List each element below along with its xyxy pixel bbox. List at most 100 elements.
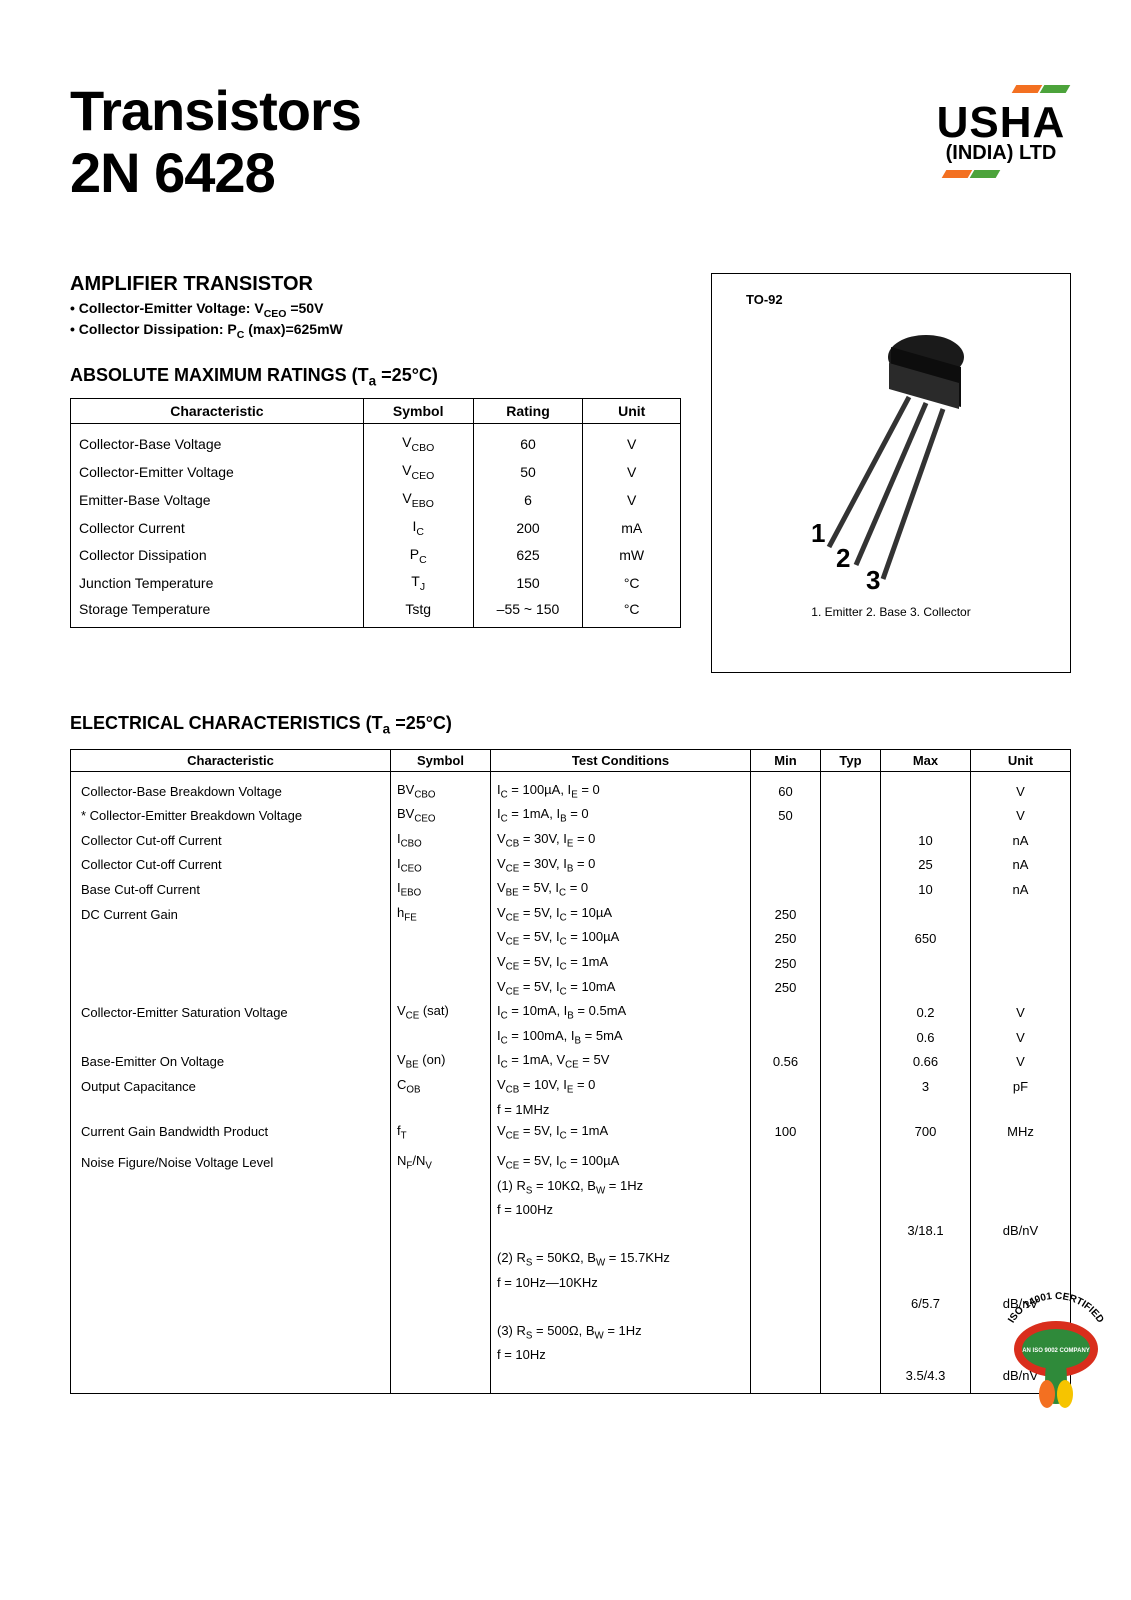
cell-unit: mA bbox=[583, 514, 681, 542]
cell-min: 60 bbox=[751, 771, 821, 803]
cell-characteristic: Collector Cut-off Current bbox=[71, 853, 391, 878]
table-row: 6/5.7dB/nV bbox=[71, 1293, 1071, 1314]
cell-rating: –55 ~ 150 bbox=[473, 597, 583, 628]
cell-characteristic: Junction Temperature bbox=[71, 569, 364, 597]
cell-characteristic bbox=[71, 1025, 391, 1050]
cell-symbol bbox=[391, 1199, 491, 1220]
cell-conditions: VCE = 5V, IC = 1mA bbox=[491, 951, 751, 976]
cell-conditions: VCE = 5V, IC = 100µA bbox=[491, 926, 751, 951]
cell-unit bbox=[971, 1199, 1071, 1220]
cell-symbol: Tstg bbox=[363, 597, 473, 628]
cell-rating: 200 bbox=[473, 514, 583, 542]
cell-symbol bbox=[391, 1272, 491, 1293]
cell-max: 10 bbox=[881, 877, 971, 902]
cell-rating: 625 bbox=[473, 542, 583, 570]
cell-conditions: VCE = 5V, IC = 100µA bbox=[491, 1150, 751, 1175]
cell-symbol bbox=[391, 1365, 491, 1394]
cell-typ bbox=[821, 1247, 881, 1272]
table-row: Collector-Base VoltageVCBO60V bbox=[71, 424, 681, 458]
col-test-conditions: Test Conditions bbox=[491, 749, 751, 771]
cell-symbol: ICBO bbox=[391, 828, 491, 853]
cell-max: 3/18.1 bbox=[881, 1220, 971, 1241]
table-row: VCE = 5V, IC = 10mA250 bbox=[71, 976, 1071, 1001]
cell-typ bbox=[821, 1199, 881, 1220]
cell-min bbox=[751, 877, 821, 902]
cell-min: 50 bbox=[751, 803, 821, 828]
cell-max bbox=[881, 902, 971, 927]
cell-unit: nA bbox=[971, 853, 1071, 878]
cell-min bbox=[751, 1320, 821, 1345]
cell-characteristic: Collector-Emitter Saturation Voltage bbox=[71, 1000, 391, 1025]
cell-unit: V bbox=[971, 771, 1071, 803]
cell-symbol: IC bbox=[363, 514, 473, 542]
cell-symbol: TJ bbox=[363, 569, 473, 597]
cell-max bbox=[881, 1272, 971, 1293]
cell-symbol bbox=[391, 1344, 491, 1365]
cell-typ bbox=[821, 1049, 881, 1074]
table-row: f = 1MHz bbox=[71, 1099, 1071, 1120]
svg-text:2: 2 bbox=[836, 543, 850, 573]
cell-min bbox=[751, 853, 821, 878]
cell-min bbox=[751, 1074, 821, 1099]
cell-max bbox=[881, 803, 971, 828]
cell-typ bbox=[821, 1220, 881, 1241]
table-row: Current Gain Bandwidth ProductfTVCE = 5V… bbox=[71, 1120, 1071, 1145]
cell-conditions: VCE = 5V, IC = 10µA bbox=[491, 902, 751, 927]
cell-min bbox=[751, 1175, 821, 1200]
cell-conditions: f = 10Hz bbox=[491, 1344, 751, 1365]
cell-characteristic: Collector Current bbox=[71, 514, 364, 542]
table-row: (2) RS = 50KΩ, BW = 15.7KHz bbox=[71, 1247, 1071, 1272]
table-row: Output CapacitanceCOBVCB = 10V, IE = 03p… bbox=[71, 1074, 1071, 1099]
cell-min bbox=[751, 1344, 821, 1365]
col-max: Max bbox=[881, 749, 971, 771]
cell-max: 0.6 bbox=[881, 1025, 971, 1050]
cell-min bbox=[751, 1150, 821, 1175]
table-row: 3.5/4.3dB/nV bbox=[71, 1365, 1071, 1394]
cell-min bbox=[751, 1025, 821, 1050]
cell-symbol: BVCBO bbox=[391, 771, 491, 803]
cell-max bbox=[881, 1320, 971, 1345]
cell-symbol bbox=[391, 926, 491, 951]
table-row: Emitter-Base VoltageVEBO6V bbox=[71, 486, 681, 514]
elec-characteristics-table: Characteristic Symbol Test Conditions Mi… bbox=[70, 749, 1071, 1395]
cell-unit: °C bbox=[583, 597, 681, 628]
table-row: Collector Cut-off CurrentICEOVCE = 30V, … bbox=[71, 853, 1071, 878]
feature-bullets: Collector-Emitter Voltage: VCEO =50V Col… bbox=[70, 300, 681, 341]
cell-unit: MHz bbox=[971, 1120, 1071, 1145]
col-characteristic: Characteristic bbox=[71, 399, 364, 424]
cell-min bbox=[751, 1000, 821, 1025]
table-row: f = 10Hz—10KHz bbox=[71, 1272, 1071, 1293]
cell-conditions: VCB = 10V, IE = 0 bbox=[491, 1074, 751, 1099]
package-type-label: TO-92 bbox=[746, 292, 1052, 307]
package-diagram-box: TO-92 1 2 3 bbox=[711, 273, 1071, 673]
cell-typ bbox=[821, 926, 881, 951]
cell-symbol bbox=[391, 1025, 491, 1050]
cell-conditions: (1) RS = 10KΩ, BW = 1Hz bbox=[491, 1175, 751, 1200]
cell-characteristic bbox=[71, 1099, 391, 1120]
table-row: Collector Cut-off CurrentICBOVCB = 30V, … bbox=[71, 828, 1071, 853]
cell-symbol bbox=[391, 1099, 491, 1120]
svg-text:1: 1 bbox=[811, 518, 825, 548]
cell-unit bbox=[971, 1099, 1071, 1120]
col-unit: Unit bbox=[971, 749, 1071, 771]
cell-unit: V bbox=[971, 1049, 1071, 1074]
cell-symbol: BVCEO bbox=[391, 803, 491, 828]
cell-typ bbox=[821, 1120, 881, 1145]
cell-min: 250 bbox=[751, 951, 821, 976]
cell-symbol: VEBO bbox=[363, 486, 473, 514]
cell-unit bbox=[971, 976, 1071, 1001]
cell-symbol: ICEO bbox=[391, 853, 491, 878]
table-row: f = 100Hz bbox=[71, 1199, 1071, 1220]
bullet-item: Collector Dissipation: PC (max)=625mW bbox=[70, 321, 681, 341]
elec-heading: ELECTRICAL CHARACTERISTICS (Ta =25°C) bbox=[70, 713, 1071, 737]
cell-typ bbox=[821, 1074, 881, 1099]
cell-min bbox=[751, 1365, 821, 1394]
svg-text:ISO 14001 CERTIFIED: ISO 14001 CERTIFIED bbox=[1006, 1291, 1106, 1325]
cell-typ bbox=[821, 1025, 881, 1050]
cell-symbol: VCBO bbox=[363, 424, 473, 458]
cell-characteristic: Collector Dissipation bbox=[71, 542, 364, 570]
table-row: IC = 100mA, IB = 5mA0.6V bbox=[71, 1025, 1071, 1050]
cell-max bbox=[881, 951, 971, 976]
cell-unit: V bbox=[583, 424, 681, 458]
cell-characteristic: Collector-Base Voltage bbox=[71, 424, 364, 458]
